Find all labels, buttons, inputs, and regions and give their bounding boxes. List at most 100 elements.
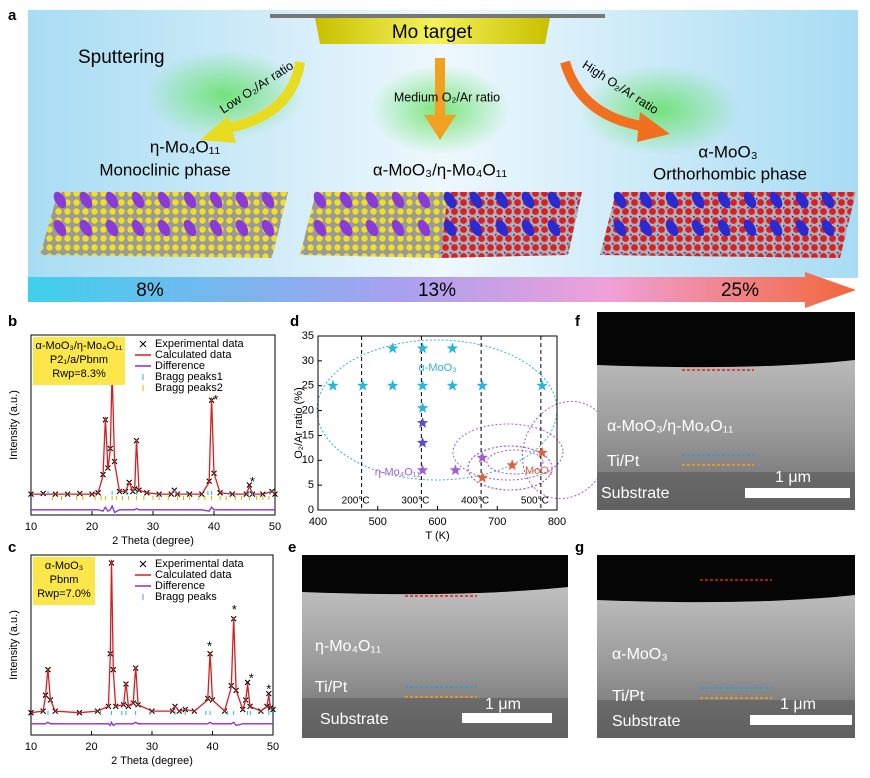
annotation: * xyxy=(213,392,218,407)
region xyxy=(467,445,553,491)
y-axis-label: Intensity (a.u.) xyxy=(8,610,20,680)
y-tick-label: 35 xyxy=(302,330,314,342)
info-text: P2₁/a/Pbnm xyxy=(50,354,108,366)
scale-bar xyxy=(750,715,852,725)
ratio-label: 8% xyxy=(136,280,164,301)
arrow-head xyxy=(637,112,670,142)
legend-label: Bragg peaks1 xyxy=(155,371,223,383)
y-axis-label: Intensity (a.u.) xyxy=(8,390,20,460)
target-label: Mo target xyxy=(392,22,473,43)
atom xyxy=(639,219,653,237)
atom xyxy=(313,191,327,209)
info-box xyxy=(33,337,125,385)
series-label: MoO₂ xyxy=(525,465,553,477)
legend-label: Experimental data xyxy=(155,558,245,570)
annotation: * xyxy=(207,639,212,654)
atom xyxy=(313,219,327,237)
region xyxy=(316,339,558,481)
atom xyxy=(209,191,223,209)
temperature-label: 500°C xyxy=(521,496,549,507)
temperature-label: 300°C xyxy=(401,496,429,507)
x-tick-label: 50 xyxy=(269,521,281,533)
data-point xyxy=(416,417,429,428)
atom xyxy=(365,219,379,237)
data-point xyxy=(449,464,462,476)
x-tick-label: 40 xyxy=(208,521,220,533)
legend-marker xyxy=(139,560,147,568)
charts: b10 20 30 40 502 Theta (degree)Intensity (a.… xyxy=(8,313,566,767)
interlayer-label: Ti/Pt xyxy=(607,453,640,470)
arrow-head xyxy=(424,115,456,140)
atom xyxy=(183,219,197,237)
x-tick-label: 400 xyxy=(309,516,327,528)
legend-marker xyxy=(139,340,147,348)
atom xyxy=(157,219,171,237)
atom xyxy=(339,191,353,209)
data-point xyxy=(476,379,488,391)
atom xyxy=(639,191,653,209)
ratio-arrow xyxy=(28,272,856,308)
interlayer-label: Ti/Pt xyxy=(612,688,645,705)
scale-bar xyxy=(462,713,552,723)
x-axis-label: 2 Theta (degree) xyxy=(111,755,193,767)
data-point xyxy=(416,342,429,354)
atom xyxy=(521,191,535,209)
atom xyxy=(665,219,679,237)
film-label: α-MoO₃/η-Mo₄O₁₁ xyxy=(607,418,733,435)
info-text: Rwp=8.3% xyxy=(52,368,106,380)
atom xyxy=(183,191,197,209)
y-tick-label: 15 xyxy=(302,429,314,441)
atom xyxy=(547,219,561,237)
data-point xyxy=(416,464,429,476)
target-holder xyxy=(270,14,605,18)
atom xyxy=(495,191,509,209)
annotation: * xyxy=(250,474,255,489)
x-axis-label: T (K) xyxy=(425,530,449,542)
atom xyxy=(743,191,757,209)
interlayer-label: Ti/Pt xyxy=(315,679,348,696)
atom xyxy=(743,219,757,237)
data-point xyxy=(536,379,548,391)
region xyxy=(452,423,564,481)
info-text: Pbnm xyxy=(50,574,79,586)
panel-label: f xyxy=(575,313,581,330)
panel-label: g xyxy=(575,539,584,556)
phase-label: Orthorhombic phase xyxy=(653,164,807,183)
atom xyxy=(691,219,705,237)
legend-label: Calculated data xyxy=(155,349,232,361)
x-tick-label: 40 xyxy=(206,741,218,753)
annotation: * xyxy=(249,670,254,685)
y-axis-label: O₂/Ar ratio (%) xyxy=(293,387,305,459)
atom xyxy=(717,219,731,237)
x-tick-label: 30 xyxy=(146,741,158,753)
atom xyxy=(821,219,835,237)
substrate-label: Substrate xyxy=(612,713,681,730)
ratio-label: 13% xyxy=(418,280,456,301)
atom xyxy=(365,191,379,209)
atom xyxy=(391,219,405,237)
atom xyxy=(443,219,457,237)
data-point xyxy=(506,459,518,471)
y-tick-label: 20 xyxy=(302,404,314,416)
atom xyxy=(53,219,67,237)
atom xyxy=(613,219,627,237)
temperature-label: 200°C xyxy=(342,496,370,507)
film-label: η-Mo₄O₁₁ xyxy=(315,638,381,655)
crystal xyxy=(440,192,582,258)
atom xyxy=(469,191,483,209)
scale-label: 1 μm xyxy=(485,696,521,713)
scale-bar xyxy=(745,488,850,498)
y-tick-label: 25 xyxy=(302,380,314,392)
info-text: Rwp=7.0% xyxy=(37,588,91,600)
x-tick-label: 500 xyxy=(369,516,387,528)
sem-vacuum xyxy=(597,555,855,603)
x-tick-label: 30 xyxy=(147,521,159,533)
legend-label: Difference xyxy=(155,580,205,592)
atom xyxy=(665,191,679,209)
atom xyxy=(105,219,119,237)
atom xyxy=(131,219,145,237)
atom xyxy=(469,219,483,237)
atom xyxy=(613,191,627,209)
substrate-label: Substrate xyxy=(601,485,670,502)
